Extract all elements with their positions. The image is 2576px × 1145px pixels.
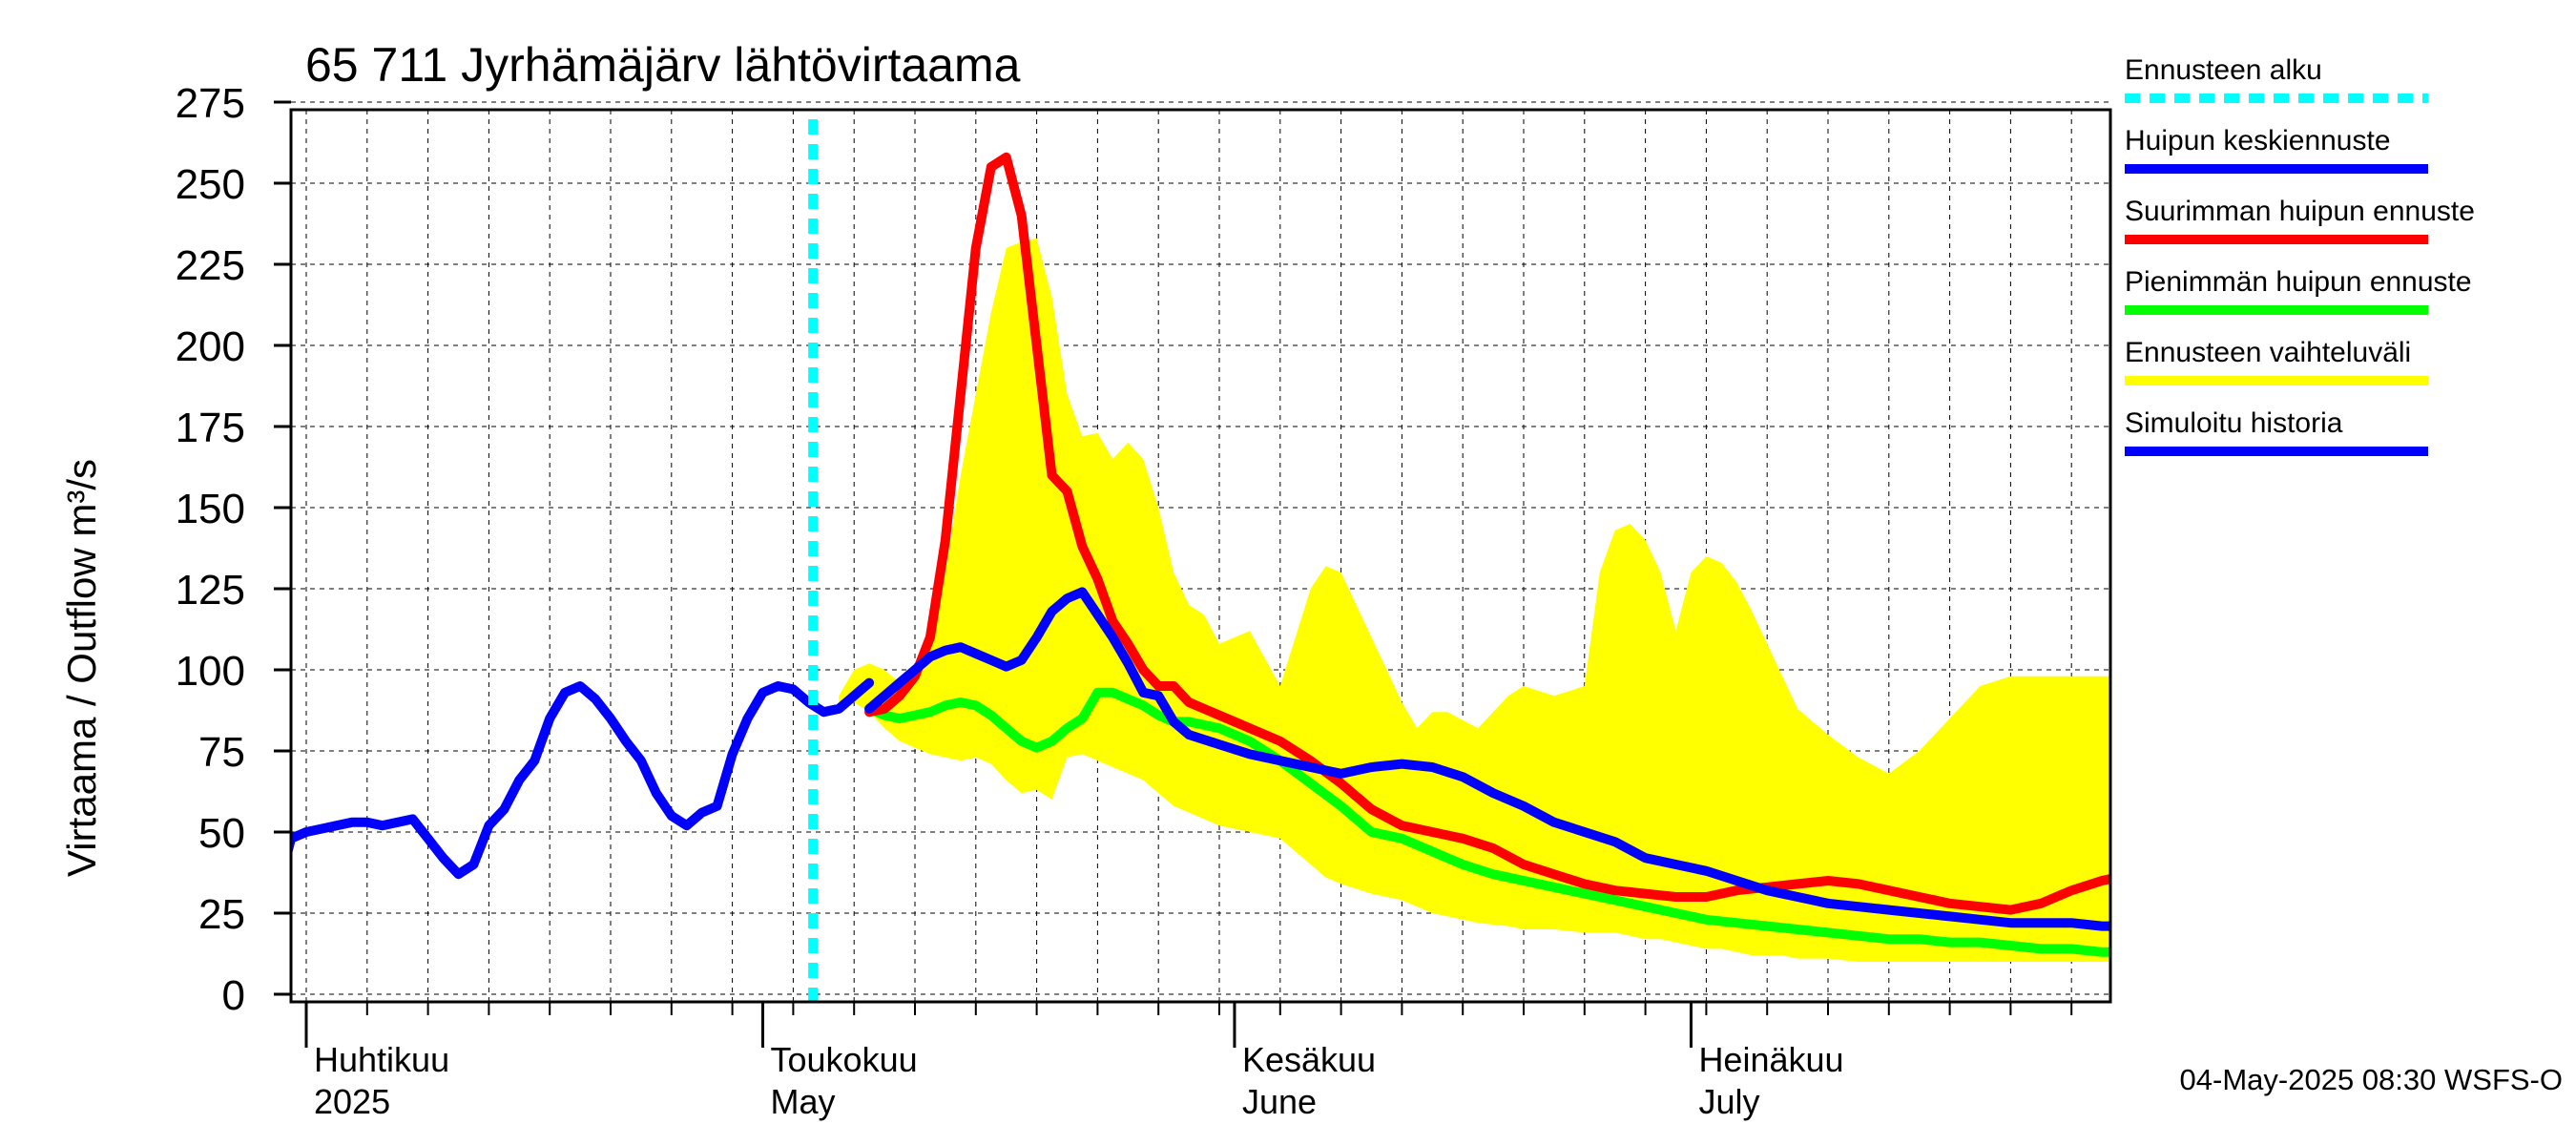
series-line-history (291, 677, 875, 880)
series-line-mean-peak (864, 587, 2110, 931)
series-layer (291, 152, 2110, 962)
y-tick-label: 50 (198, 810, 245, 857)
month-label-fi: Kesäkuu (1242, 1040, 1376, 1079)
legend: Ennusteen alku Huipun keskiennuste Suurimm… (2125, 54, 2475, 456)
forecast-range-area (839, 238, 2110, 962)
y-tick-label: 250 (176, 161, 245, 208)
legend-label-range: Ennusteen vaihteluväli (2125, 337, 2411, 368)
chart-title: 65 711 Jyrhämäjärv lähtövirtaama (305, 38, 1021, 92)
footer-timestamp: 04-May-2025 08:30 WSFS-O (2180, 1063, 2563, 1096)
legend-label-history: Simuloitu historia (2125, 407, 2343, 439)
legend-label-forecast-start: Ennusteen alku (2125, 54, 2322, 86)
legend-label-min-peak: Pienimmän huipun ennuste (2125, 266, 2472, 298)
month-label-en: June (1242, 1082, 1317, 1121)
y-tick-label: 0 (222, 972, 245, 1019)
legend-label-mean-peak: Huipun keskiennuste (2125, 125, 2391, 156)
series-line-min-peak (864, 687, 2110, 957)
month-label-fi: Huhtikuu (314, 1040, 449, 1079)
y-tick-label: 200 (176, 323, 245, 370)
month-label-en: July (1698, 1082, 1759, 1121)
series-line-max-peak (864, 152, 2110, 915)
month-label-fi: Toukokuu (771, 1040, 918, 1079)
y-axis: 0 25 50 75 100 125 150 175 200 225 250 275 (176, 80, 291, 1019)
y-tick-label: 75 (198, 729, 245, 776)
plot-frame (289, 108, 2112, 1004)
month-label-en: May (771, 1082, 836, 1121)
legend-label-max-peak: Suurimman huipun ennuste (2125, 196, 2475, 227)
y-tick-label: 175 (176, 405, 245, 451)
month-label-en: 2025 (314, 1082, 390, 1121)
y-axis-label: Virtaama / Outflow m³/s (59, 459, 104, 877)
y-tick-label: 125 (176, 567, 245, 614)
y-tick-label: 25 (198, 891, 245, 938)
month-label-fi: Heinäkuu (1698, 1040, 1843, 1079)
y-tick-label: 150 (176, 486, 245, 532)
y-tick-label: 100 (176, 648, 245, 695)
y-tick-label: 275 (176, 80, 245, 127)
y-tick-label: 225 (176, 242, 245, 289)
